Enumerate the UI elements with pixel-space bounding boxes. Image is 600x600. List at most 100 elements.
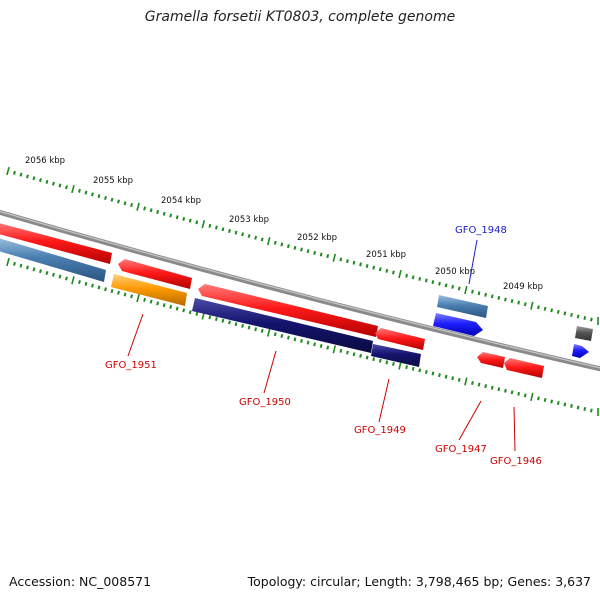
lower-scale-minor-tick: [286, 335, 290, 340]
scale-label-2054: 2054 kbp: [161, 196, 201, 206]
upper-scale-minor-tick: [346, 259, 349, 264]
upper-scale-minor-tick: [78, 188, 81, 193]
leader-line-gfo-1950: [263, 350, 277, 394]
upper-scale-minor-tick: [372, 265, 376, 270]
upper-scale-minor-tick: [32, 176, 36, 181]
scale-label-2053: 2053 kbp: [229, 215, 269, 225]
gene-arrow-gfo-1947[interactable]: [477, 352, 505, 368]
lower-scale-minor-tick: [451, 376, 455, 381]
lower-scale-minor-tick: [392, 361, 395, 366]
upper-scale-minor-tick: [352, 260, 356, 265]
upper-scale-minor-tick: [517, 300, 521, 305]
gene-arrow-gfo-1951[interactable]: [111, 274, 187, 306]
upper-scale-major-tick: [201, 220, 206, 229]
gene-arrow-gfo-1952[interactable]: [0, 222, 112, 264]
gene-arrow-gfo-1949-forward[interactable]: [375, 328, 425, 350]
lower-scale-major-tick: [136, 294, 140, 303]
lower-scale-minor-tick: [490, 385, 494, 390]
lower-scale-minor-tick: [65, 276, 68, 281]
gene-arrow-gray[interactable]: [575, 326, 593, 341]
upper-scale-minor-tick: [543, 306, 547, 311]
gene-label-gfo-1951[interactable]: GFO_1951: [105, 360, 157, 371]
leader-line-gfo-1948: [468, 239, 478, 285]
upper-scale-minor-tick: [110, 197, 114, 202]
gene-arrow-gfo-1951-forward[interactable]: [118, 259, 192, 289]
upper-scale-major-tick: [332, 253, 337, 262]
lower-scale-minor-tick: [477, 382, 481, 387]
lower-scale-minor-tick: [175, 306, 179, 311]
upper-scale-minor-tick: [39, 178, 42, 183]
upper-scale-minor-tick: [504, 297, 507, 302]
upper-scale-minor-tick: [300, 247, 303, 252]
lower-scale-minor-tick: [58, 274, 62, 279]
lower-scale-minor-tick: [444, 374, 448, 379]
lower-scale-minor-tick: [130, 294, 133, 299]
upper-scale-minor-tick: [13, 170, 16, 175]
upper-scale-minor-tick: [188, 218, 192, 223]
lower-scale-minor-tick: [306, 340, 310, 345]
gene-label-gfo-1946[interactable]: GFO_1946: [490, 456, 542, 467]
lower-scale-minor-tick: [570, 404, 573, 408]
gene-label-gfo-1949[interactable]: GFO_1949: [354, 425, 406, 436]
lower-scale-minor-tick: [563, 402, 567, 407]
gene-arrow-gfo-1953[interactable]: [0, 237, 106, 282]
gene-label-gfo-1948[interactable]: GFO_1948: [455, 225, 507, 236]
upper-scale-major-tick: [530, 301, 534, 310]
lower-scale-minor-tick: [346, 350, 349, 355]
upper-scale-minor-tick: [490, 294, 494, 299]
map-title: Gramella forsetii KT0803, complete genom…: [144, 9, 456, 25]
gene-arrow-gfo-1946[interactable]: [504, 358, 544, 378]
upper-scale-minor-tick: [418, 276, 422, 281]
gene-label-gfo-1947[interactable]: GFO_1947: [435, 444, 487, 455]
upper-scale-major-tick: [136, 202, 140, 211]
lower-scale-minor-tick: [110, 289, 114, 294]
lower-scale-minor-tick: [424, 369, 428, 374]
lower-scale-track: [6, 257, 599, 416]
gene-arrow-gfo-1948[interactable]: [433, 313, 483, 336]
lower-scale-minor-tick: [484, 384, 488, 389]
lower-scale-minor-tick: [385, 360, 389, 365]
upper-scale-minor-tick: [523, 302, 527, 307]
gene-arrow-gfo-1948-upper[interactable]: [437, 295, 488, 318]
upper-scale-minor-tick: [65, 185, 68, 190]
gene-label-gfo-1950[interactable]: GFO_1950: [239, 397, 291, 408]
lower-scale-minor-tick: [576, 405, 580, 410]
lower-scale-major-tick: [530, 392, 534, 401]
lower-scale-major-tick: [464, 377, 468, 386]
lower-scale-minor-tick: [273, 332, 277, 337]
lower-scale-minor-tick: [405, 365, 408, 370]
upper-scale-minor-tick: [214, 225, 218, 230]
leader-line-gfo-1946: [513, 406, 516, 452]
upper-scale-minor-tick: [52, 181, 55, 186]
lower-scale-minor-tick: [97, 285, 101, 290]
lower-scale-minor-tick: [326, 345, 330, 350]
scale-label-2049: 2049 kbp: [503, 282, 543, 292]
lower-scale-minor-tick: [556, 401, 560, 405]
upper-scale-minor-tick: [570, 312, 573, 317]
upper-scale-minor-tick: [497, 295, 501, 300]
upper-scale-minor-tick: [143, 206, 147, 211]
accession-text: Accession: NC_008571: [9, 574, 152, 589]
gene-arrow-blue-small[interactable]: [572, 344, 589, 358]
gene-arrow-gfo-1950-forward[interactable]: [198, 284, 378, 337]
lower-scale-major-tick: [266, 328, 271, 337]
lower-scale-minor-tick: [411, 366, 415, 371]
upper-scale-major-tick: [464, 286, 468, 295]
lower-scale-major-tick: [398, 361, 402, 370]
upper-scale-minor-tick: [392, 270, 395, 275]
gene-arrow-gfo-1950[interactable]: [192, 298, 373, 353]
gene-arrow-gfo-1949[interactable]: [371, 344, 421, 367]
lower-scale-minor-tick: [221, 318, 225, 323]
upper-scale-minor-tick: [431, 280, 435, 285]
upper-scale-minor-tick: [162, 211, 166, 216]
upper-scale-minor-tick: [457, 286, 461, 291]
genome-backbone: [0, 209, 600, 372]
lower-scale-minor-tick: [457, 377, 461, 382]
lower-scale-minor-tick: [91, 283, 94, 288]
upper-scale-major-tick: [398, 270, 402, 279]
lower-scale-minor-tick: [182, 308, 186, 313]
upper-scale-minor-tick: [365, 264, 369, 268]
lower-scale-minor-tick: [26, 265, 29, 270]
lower-scale-minor-tick: [300, 339, 303, 343]
